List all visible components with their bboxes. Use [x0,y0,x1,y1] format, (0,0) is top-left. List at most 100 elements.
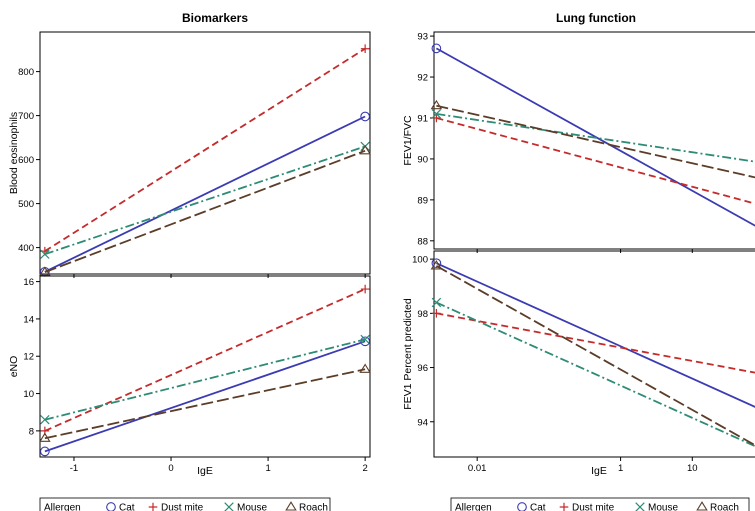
eno-x-tick-label: -1 [70,463,78,474]
fev1-fvc-cat-point [431,43,442,54]
eno-y-tick-label: 12 [23,352,34,363]
fev1-fvc-y-tick-label: 89 [417,195,428,206]
legend-roach-label: Roach [710,503,739,511]
legend-left: Allergen Cat Dust mite Mouse Roach [39,497,331,511]
fev1-fvc-panel: 88 89 90 91 92 93 FEV1/FVC [402,31,755,253]
eno-series-mouse-line [44,338,366,421]
eno-y-axis-label: eNO [8,356,20,378]
legend-roach-marker [285,501,297,511]
biomarkers-title: Biomarkers [182,11,248,25]
eno-y-tick-label: 10 [23,389,34,400]
fev1-fvc-y-tick-label: 91 [417,113,428,124]
blood-eosinophils-y-axis-label: Blood eosinophils [8,112,20,194]
fev1-percent-predicted-y-tick-label: 94 [417,417,428,428]
fev1-fvc-dust-mite-point [432,113,441,123]
fev1-percent-predicted-y-tick-label: 98 [417,309,428,320]
blood-eosinophils-mouse-point [40,249,50,259]
fev1-percent-predicted-roach-point [430,260,443,270]
fev1-percent-predicted-plot-frame [433,250,755,458]
legend-cat-marker [517,502,527,511]
blood-eosinophils-series-dust-mite-line [44,47,366,252]
fev1-percent-predicted-y-axis-label: FEV1 Percent predicted [402,298,414,410]
legend-title: Allergen [44,503,81,511]
fev1-fvc-series-dust-mite-line [436,117,755,205]
legend-dust-mite-marker [148,502,158,511]
fev1-fvc-series-cat-line [435,47,755,227]
eno-x-tick-label: 1 [265,463,270,474]
legend-mouse-label: Mouse [237,503,267,511]
fev1-fvc-roach-point [430,99,443,110]
legend-dust-mite-label: Dust mite [161,503,204,511]
blood-eosinophils-y-tick-label: 700 [18,111,34,122]
blood-eosinophils-dust-mite-point [360,44,370,54]
eno-x-tick-label: 0 [168,463,173,474]
blood-eosinophils-plot-frame [39,31,371,275]
legend-mouse-label: Mouse [648,503,678,511]
fev1-percent-predicted-x-tick-label: 1 [618,463,623,474]
eno-dust-mite-point [360,284,370,294]
blood-eosinophils-roach-point [359,144,371,155]
lung-function-title: Lung function [556,11,636,25]
legend-mouse-marker [224,502,234,511]
fev1-percent-predicted-mouse-point [431,297,442,308]
eno-x-tick-label: 2 [362,463,367,474]
legend-mouse-marker [635,502,645,511]
legend-cat-label: Cat [119,503,135,511]
eno-y-tick-label: 14 [23,314,34,325]
eno-mouse-point [40,414,50,425]
legend-cat-marker [106,502,116,511]
fev1-fvc-series-mouse-line [436,113,755,163]
blood-eosinophils-y-tick-label: 400 [18,243,34,254]
fev1-percent-predicted-y-tick-label: 96 [417,363,428,374]
fev1-fvc-y-tick-label: 93 [417,32,428,43]
eno-cat-point [360,336,370,347]
legend-dust-mite-label: Dust mite [572,503,615,511]
fev1-percent-predicted-y-tick-label: 100 [412,255,428,266]
legend-box [450,497,750,511]
fev1-percent-predicted-x-axis-label: IgE [591,465,607,477]
blood-eosinophils-series-roach-line [44,149,366,274]
eno-y-tick-label: 16 [23,277,34,288]
legend-title: Allergen [455,503,492,511]
eno-roach-point [39,432,51,442]
eno-plot-frame [39,275,371,458]
blood-eosinophils-cat-point [360,111,370,122]
fev1-percent-predicted-series-dust-mite-line [436,312,755,374]
fev1-fvc-mouse-point [431,109,442,119]
fev1-percent-predicted-x-tick-label: 10 [687,463,698,474]
fev1-percent-predicted-series-cat-line [436,262,755,408]
fev1-fvc-plot-frame [433,31,755,250]
eno-y-tick-label: 8 [29,426,34,437]
legend-cat-label: Cat [530,503,546,511]
fev1-percent-predicted-series-mouse-line [436,301,755,448]
legend-box [39,497,331,511]
legend-right: Allergen Cat Dust mite Mouse Roach [450,497,750,511]
eno-cat-point [40,446,50,457]
fev1-fvc-y-tick-label: 92 [417,73,428,84]
eno-roach-point [359,363,371,373]
blood-eosinophils-series-mouse-line [44,145,366,256]
eno-mouse-point [360,334,370,345]
fev1-fvc-y-tick-label: 90 [417,154,428,165]
eno-series-cat-line [44,340,366,453]
fev1-percent-predicted-x-tick-label: 0.01 [468,463,487,474]
legend-dust-mite-marker [559,502,569,511]
legend-roach-marker [696,501,708,511]
fev1-percent-predicted-cat-point [431,258,442,269]
blood-eosinophils-panel: 400 500 600 700 800 Blood eosinophils [8,31,371,278]
blood-eosinophils-series-cat-line [44,115,366,273]
fev1-fvc-y-tick-label: 88 [417,236,428,247]
fev1-fvc-series-roach-line [436,104,755,179]
blood-eosinophils-y-tick-label: 600 [18,155,34,166]
fev1-fvc-y-axis-label: FEV1/FVC [402,115,414,166]
blood-eosinophils-y-tick-label: 800 [18,67,34,78]
blood-eosinophils-y-tick-label: 500 [18,199,34,210]
eno-series-dust-mite-line [44,288,366,432]
eno-series-roach-line [44,368,366,440]
fev1-percent-predicted-dust-mite-point [432,309,441,318]
legend-roach-label: Roach [299,503,328,511]
eno-x-axis-label: IgE [197,465,213,477]
